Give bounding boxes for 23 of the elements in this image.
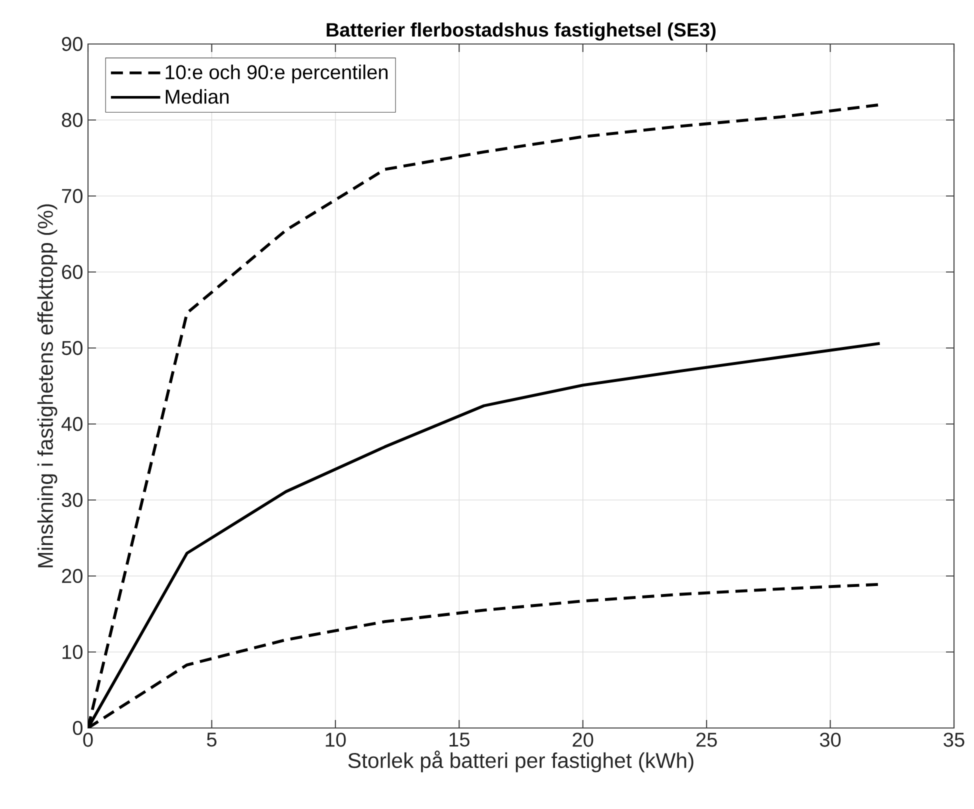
y-tick-label: 0 (72, 720, 83, 736)
y-axis-title: Minskning i fastighetens effekttopp (%) (37, 204, 58, 568)
y-tick-label: 30 (62, 492, 82, 508)
y-tick-label: 80 (62, 112, 82, 128)
y-tick-label: 10 (62, 644, 82, 660)
y-tick-label: 70 (62, 188, 82, 204)
x-tick-label: 25 (696, 732, 717, 747)
x-axis-title: Storlek på batteri per fastighet (kWh) (348, 750, 694, 772)
y-tick-label: 60 (62, 264, 82, 280)
x-tick-label: 35 (944, 732, 964, 747)
y-tick-label: 90 (62, 36, 82, 52)
x-tick-label: 15 (450, 732, 470, 747)
x-tick-label: 0 (83, 732, 93, 747)
y-tick-label: 40 (62, 416, 82, 432)
x-tick-label: 20 (572, 732, 594, 747)
y-tick-label: 50 (62, 340, 82, 356)
y-tick-label: 20 (62, 568, 82, 584)
x-tick-label: 10 (326, 732, 346, 747)
x-tick-label: 5 (206, 732, 216, 747)
legend-label: 10:e och 90:e percentilen (166, 64, 388, 84)
chart-title: Batterier flerbostadshus fastighetsel (SE3) (326, 22, 716, 41)
legend-label: Median (166, 89, 229, 104)
x-tick-label: 30 (820, 732, 841, 747)
